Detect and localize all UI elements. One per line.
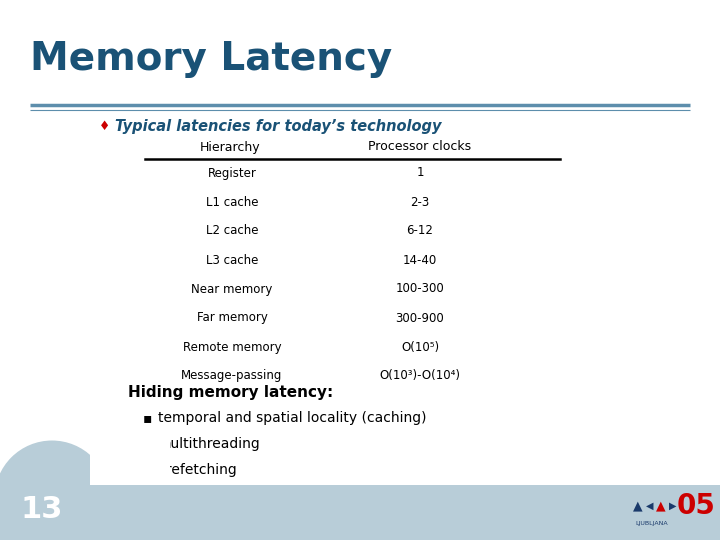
Text: L2 cache: L2 cache xyxy=(206,225,258,238)
Text: 300-900: 300-900 xyxy=(395,312,444,325)
Text: 14-40: 14-40 xyxy=(403,253,437,267)
Text: ▪: ▪ xyxy=(143,437,152,451)
Text: ▲: ▲ xyxy=(633,500,643,512)
Text: prefetching: prefetching xyxy=(158,463,238,477)
Text: temporal and spatial locality (caching): temporal and spatial locality (caching) xyxy=(158,411,426,425)
Text: 2-3: 2-3 xyxy=(410,195,430,208)
Text: Memory Latency: Memory Latency xyxy=(30,40,392,78)
Text: 100-300: 100-300 xyxy=(395,282,444,295)
Text: 05: 05 xyxy=(677,492,716,520)
Text: Message-passing: Message-passing xyxy=(181,369,283,382)
Text: multithreading: multithreading xyxy=(158,437,261,451)
Text: 13: 13 xyxy=(21,496,63,524)
Text: ▲: ▲ xyxy=(656,500,666,512)
Ellipse shape xyxy=(0,441,109,540)
Text: Register: Register xyxy=(207,166,256,179)
Text: Far memory: Far memory xyxy=(197,312,267,325)
Text: ▶: ▶ xyxy=(670,501,677,511)
Bar xyxy=(0,485,720,540)
Text: O(10⁵): O(10⁵) xyxy=(401,341,439,354)
Text: ♦: ♦ xyxy=(99,120,111,133)
Text: ▪: ▪ xyxy=(143,411,152,425)
Text: O(10³)-O(10⁴): O(10³)-O(10⁴) xyxy=(379,369,461,382)
Text: Hierarchy: Hierarchy xyxy=(199,140,261,153)
Text: ▪: ▪ xyxy=(143,463,152,477)
Text: Typical latencies for today’s technology: Typical latencies for today’s technology xyxy=(115,119,441,134)
Text: Hiding memory latency:: Hiding memory latency: xyxy=(128,384,333,400)
Text: L1 cache: L1 cache xyxy=(206,195,258,208)
Bar xyxy=(90,425,170,485)
Text: Processor clocks: Processor clocks xyxy=(369,140,472,153)
Text: 1: 1 xyxy=(416,166,424,179)
Text: Near memory: Near memory xyxy=(192,282,273,295)
Text: 6-12: 6-12 xyxy=(407,225,433,238)
Text: Remote memory: Remote memory xyxy=(183,341,282,354)
Text: ◀: ◀ xyxy=(647,501,654,511)
Text: LJUBLJANA: LJUBLJANA xyxy=(636,522,668,526)
Text: L3 cache: L3 cache xyxy=(206,253,258,267)
